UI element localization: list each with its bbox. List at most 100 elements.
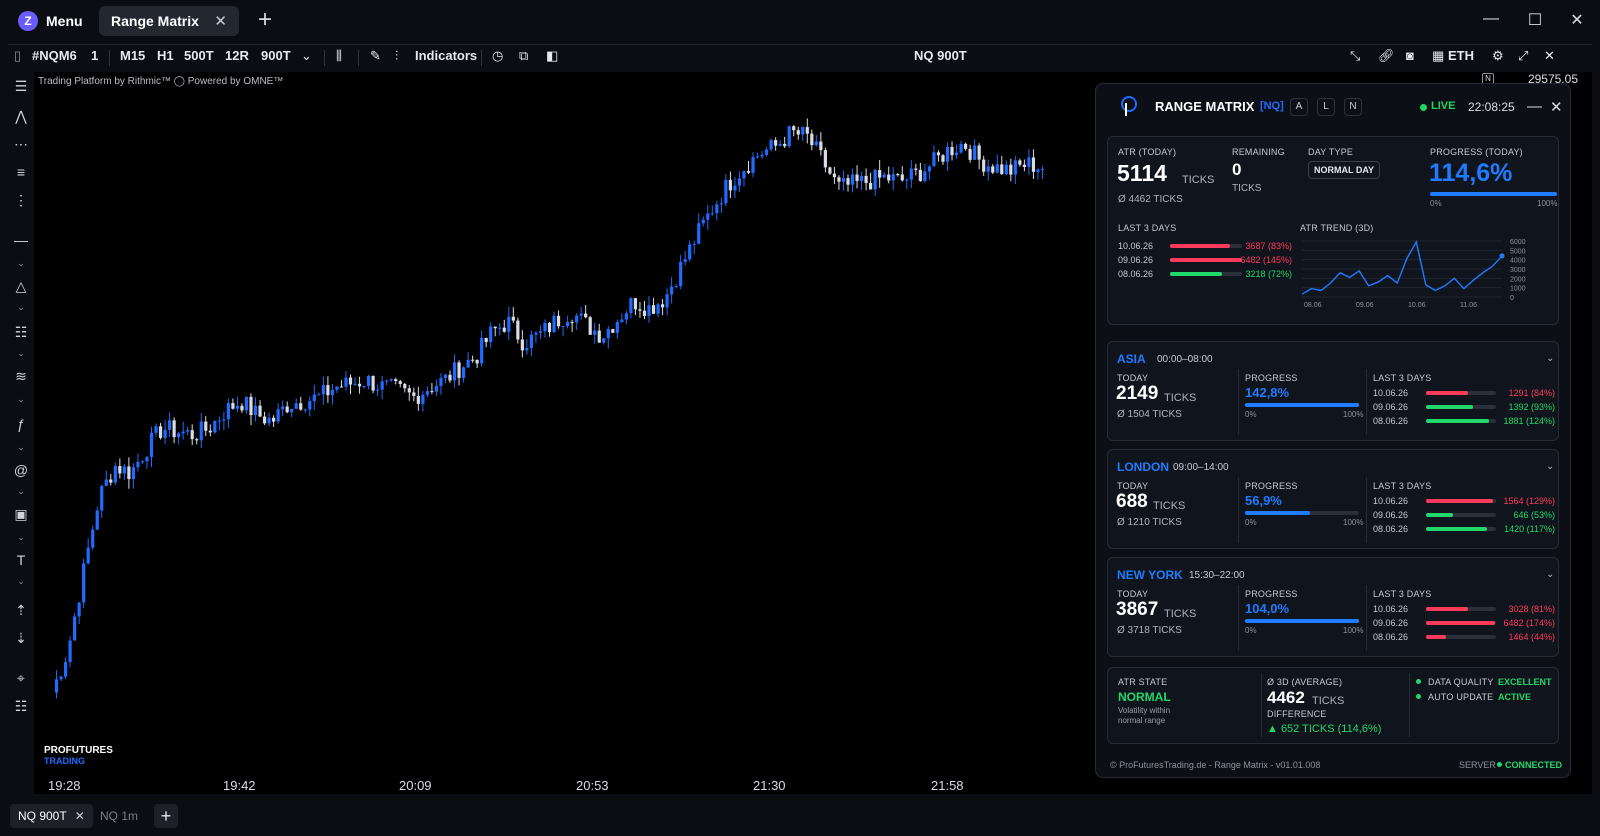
chevron-down-icon[interactable]: ⌄ — [17, 394, 25, 404]
new-tab-button[interactable]: + — [257, 6, 272, 33]
today-unit: TICKS — [1164, 608, 1197, 620]
horizontal-line-icon[interactable]: — — [14, 232, 28, 248]
server-status-dot — [1497, 762, 1502, 767]
panel-minimize-button[interactable]: — — [1527, 98, 1542, 115]
chevron-down-icon[interactable]: ⌄ — [17, 442, 25, 452]
chevron-down-icon[interactable]: ⌄ — [17, 258, 25, 268]
chevron-down-icon[interactable]: ⌄ — [1546, 569, 1555, 580]
collapse-icon[interactable]: ⤡ — [1350, 48, 1361, 63]
marquee-icon[interactable]: ⋮ — [14, 192, 28, 208]
link-icon[interactable]: 🔗︎ — [1378, 48, 1395, 63]
candle — [882, 171, 886, 179]
chevron-down-icon[interactable]: ⌄ — [17, 348, 25, 358]
tab-close-icon[interactable]: ✕ — [214, 13, 227, 30]
day-value: 1464 (44%) — [1508, 632, 1555, 642]
at-icon[interactable]: @ — [13, 462, 29, 478]
calendar-icon[interactable]: ▦ — [1432, 48, 1445, 63]
tab-nq-900t[interactable]: NQ 900T ✕ — [10, 804, 93, 828]
candle — [54, 670, 59, 699]
object-list-icon[interactable]: ☷ — [14, 698, 28, 714]
camera-icon[interactable]: ◙ — [1406, 48, 1414, 63]
sidebar-toggle-icon[interactable]: ▯ — [14, 48, 22, 63]
live-status-dot — [1420, 104, 1427, 111]
chevron-down-icon[interactable]: ⌄ — [17, 486, 25, 496]
chevron-down-icon[interactable]: ⌄ — [1546, 461, 1555, 472]
chart-credit: Trading Platform by Rithmic™ ◯ Powered b… — [38, 76, 284, 87]
panel-copyright: © ProFuturesTrading.de - Range Matrix - … — [1110, 760, 1321, 770]
candle — [226, 398, 230, 429]
long-position-icon[interactable]: ⇡ — [15, 602, 27, 618]
session-name: NEW YORK — [1117, 568, 1183, 582]
tab-range-matrix[interactable]: Range Matrix ✕ — [99, 6, 239, 36]
alarm-icon[interactable]: ◷ — [492, 48, 504, 63]
candle — [692, 240, 696, 254]
gear-icon[interactable]: ⚙ — [1492, 48, 1504, 63]
timeframe-900t[interactable]: 900T — [261, 48, 291, 63]
indicators-icon[interactable]: ⫶ — [395, 48, 399, 63]
chart-type-icon[interactable]: ⫼ — [336, 48, 342, 63]
shapes-icon[interactable]: ▣ — [14, 506, 28, 522]
atr-today-unit: TICKS — [1182, 174, 1215, 186]
close-window-button[interactable]: ✕ — [1570, 12, 1584, 29]
candle — [932, 145, 936, 167]
timeframe-500t[interactable]: 500T — [184, 48, 214, 63]
triangle-icon[interactable]: △ — [15, 278, 27, 294]
candle — [665, 288, 669, 316]
align-icon[interactable]: ≡ — [16, 164, 26, 180]
timeframe-m15[interactable]: M15 — [120, 48, 146, 63]
trend-line-icon[interactable]: ⋀ — [15, 108, 27, 124]
pencil-icon[interactable]: ✎ — [370, 48, 381, 63]
chevron-down-icon[interactable]: ⌄ — [17, 532, 25, 542]
candle — [498, 323, 502, 336]
chevron-down-icon[interactable]: ⌄ — [17, 576, 25, 586]
fullscreen-icon[interactable]: ⤢ — [1518, 48, 1529, 63]
candle — [357, 376, 362, 394]
quantity-field[interactable]: 1 — [91, 48, 99, 63]
candle — [846, 174, 850, 192]
pattern-icon[interactable]: ≋ — [15, 368, 27, 384]
curve-icon[interactable]: ƒ — [17, 416, 25, 432]
candle — [977, 143, 981, 170]
candle — [511, 307, 515, 323]
chevron-down-icon[interactable]: ⌄ — [17, 302, 25, 312]
candle — [792, 125, 796, 137]
day-value: 1881 (124%) — [1503, 416, 1555, 426]
indicators-button[interactable]: Indicators — [415, 48, 478, 63]
candle — [172, 417, 176, 444]
short-position-icon[interactable]: ⇣ — [15, 630, 27, 646]
progress-label: PROGRESS — [1245, 373, 1298, 383]
timeframe-h1[interactable]: H1 — [157, 48, 174, 63]
trend-y-tick: 1000 — [1510, 286, 1526, 293]
panel-close-button[interactable]: ✕ — [1550, 99, 1563, 116]
tab-close-icon[interactable]: ✕ — [74, 809, 85, 823]
add-tab-button[interactable]: + — [154, 804, 178, 828]
candle — [611, 328, 615, 334]
symbol-selector[interactable]: #NQM6 — [32, 48, 77, 63]
session-chip-london[interactable]: L — [1317, 98, 1335, 116]
minimize-button[interactable]: — — [1483, 10, 1499, 27]
session-chip-asia[interactable]: A — [1290, 98, 1308, 116]
text-icon[interactable]: T — [16, 552, 26, 568]
selection-icon[interactable]: ⋯ — [14, 136, 28, 152]
chart-title: NQ 900T — [914, 48, 967, 63]
candle — [249, 393, 253, 426]
maximize-button[interactable]: ☐ — [1527, 12, 1543, 29]
fibonacci-icon[interactable]: ☷ — [14, 324, 28, 340]
measure-icon[interactable]: ⌖ — [17, 670, 25, 686]
candle — [855, 165, 859, 189]
tab-nq-1m[interactable]: NQ 1m — [100, 809, 139, 823]
session-chip-newyork[interactable]: N — [1344, 98, 1362, 116]
close-chart-icon[interactable]: ✕ — [1544, 48, 1555, 63]
panel-toggle-icon[interactable]: ◧ — [546, 48, 559, 63]
timeframe-12r[interactable]: 12R — [225, 48, 249, 63]
timeframe-dropdown-icon[interactable]: ⌄ — [301, 48, 312, 63]
list-icon[interactable]: ☰ — [14, 78, 28, 94]
candle — [787, 125, 791, 148]
layout-icon[interactable]: ⧉ — [519, 48, 529, 63]
day-value: 6482 (174%) — [1503, 618, 1555, 628]
candle — [878, 159, 882, 188]
chevron-down-icon[interactable]: ⌄ — [1546, 353, 1555, 364]
menu-button[interactable]: Z Menu — [10, 6, 88, 36]
candle — [769, 138, 773, 152]
session-selector[interactable]: ETH — [1448, 48, 1474, 63]
